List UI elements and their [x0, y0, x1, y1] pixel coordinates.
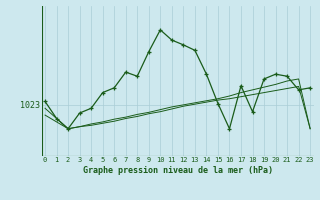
- X-axis label: Graphe pression niveau de la mer (hPa): Graphe pression niveau de la mer (hPa): [83, 166, 273, 175]
